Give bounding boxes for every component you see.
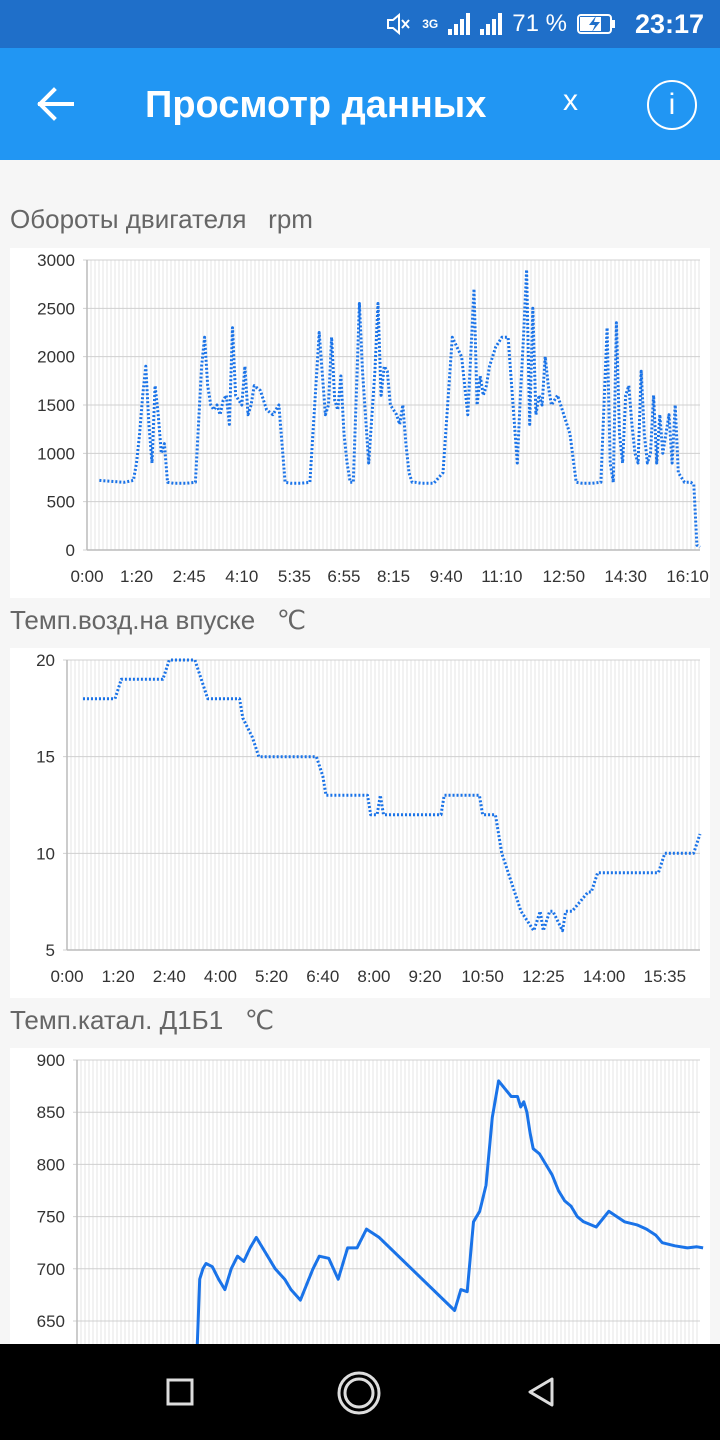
signal-icon (480, 13, 503, 35)
y-tick-label: 1000 (37, 444, 75, 463)
recent-apps-icon[interactable] (166, 1378, 194, 1406)
intake-temp-chart: 5 10 15 20 0:00 1:20 2:40 4:00 5:20 6:40 8:00 9:20 1… (10, 648, 710, 998)
series-line (83, 658, 702, 933)
x-tick-label: 14:30 (604, 567, 647, 586)
intake-temp-chart-svg: 5 10 15 20 0:00 1:20 2:40 4:00 5:20 6:40 8:00 9:20 1… (36, 651, 702, 986)
x-tick-label: 9:20 (409, 967, 442, 986)
clock: 23:17 (634, 8, 704, 39)
battery-charging-icon (576, 14, 615, 34)
page-title: Просмотр данных (145, 84, 487, 126)
y-tick-label: 0 (66, 541, 75, 560)
series-line (195, 1079, 704, 1344)
y-tick-label: 15 (36, 748, 55, 767)
x-tick-label: 15:35 (644, 967, 687, 986)
y-tick-label: 5 (46, 941, 55, 960)
x-tick-label: 5:35 (278, 567, 311, 586)
battery-percent: 71 % (512, 10, 567, 37)
arrow-left-icon[interactable] (34, 80, 78, 128)
chart-title-intake-temp: Темп.возд.на впуске ℃ (10, 605, 307, 635)
y-tick-label: 900 (37, 1051, 65, 1070)
y-tick-label: 20 (36, 651, 55, 670)
x-tick-label: 2:40 (153, 967, 186, 986)
network-type-label: 3G (422, 17, 439, 31)
y-tick-label: 2000 (37, 348, 75, 367)
x-tick-label: 4:10 (225, 567, 258, 586)
rpm-chart: 0 500 1000 1500 2000 2500 3000 0:00 1:20 2:45 4:10… (10, 248, 710, 598)
y-tick-label: 850 (37, 1103, 65, 1122)
y-tick-label: 2500 (37, 299, 75, 318)
x-tick-label: 10:50 (461, 967, 504, 986)
x-tick-label: 8:00 (357, 967, 390, 986)
x-tick-label: 8:15 (377, 567, 410, 586)
app-bar: Просмотр данных x i (0, 48, 720, 160)
catalyst-temp-chart: 600650700750800850900 (10, 1048, 710, 1344)
y-tick-label: 800 (37, 1155, 65, 1174)
system-nav-bar (0, 1344, 720, 1440)
y-tick-label: 1500 (37, 396, 75, 415)
y-tick-label: 500 (47, 493, 75, 512)
x-tick-label: 14:00 (583, 967, 626, 986)
x-tick-label: 1:20 (102, 967, 135, 986)
x-tick-label: 9:40 (430, 567, 463, 586)
catalyst-temp-chart-svg: 600650700750800850900 (37, 1051, 704, 1344)
y-tick-label: 700 (37, 1260, 65, 1279)
y-tick-label: 750 (37, 1208, 65, 1227)
x-tick-label: 0:00 (50, 967, 83, 986)
chart-title-rpm: Обороты двигателя rpm (10, 204, 313, 234)
x-tick-label: 16:10 (666, 567, 709, 586)
chart-list[interactable]: Обороты двигателя rpm 0 500 1000 1500 2000 25… (0, 160, 720, 1344)
x-tick-label: 5:20 (255, 967, 288, 986)
y-tick-label: 3000 (37, 251, 75, 270)
rpm-chart-svg: 0 500 1000 1500 2000 2500 3000 0:00 1:20 2:45 4:10… (37, 251, 709, 586)
x-tick-label: 4:00 (204, 967, 237, 986)
x-tick-label: 11:10 (481, 567, 522, 586)
y-tick-label: 10 (36, 844, 55, 863)
grid-vertical (76, 1060, 698, 1344)
status-bar: 3G 71 % 23:17 (0, 0, 720, 48)
signal-3g-icon (448, 13, 471, 35)
x-tick-label: 1:20 (120, 567, 153, 586)
x-tick-label: 0:00 (70, 567, 103, 586)
y-tick-label: 650 (37, 1312, 65, 1331)
home-icon[interactable] (336, 1370, 382, 1416)
x-tick-label: 12:50 (543, 567, 586, 586)
x-tick-label: 2:45 (173, 567, 206, 586)
back-nav-icon[interactable] (526, 1376, 556, 1408)
x-tick-label: 6:55 (327, 567, 360, 586)
x-tick-label: 12:25 (522, 967, 565, 986)
series-line (99, 268, 701, 549)
chart-title-catalyst-temp: Темп.катал. Д1Б1 ℃ (10, 1005, 275, 1035)
mute-icon (387, 12, 410, 36)
info-button[interactable]: i (647, 80, 697, 130)
close-button[interactable]: x (563, 84, 578, 117)
x-tick-label: 6:40 (306, 967, 339, 986)
